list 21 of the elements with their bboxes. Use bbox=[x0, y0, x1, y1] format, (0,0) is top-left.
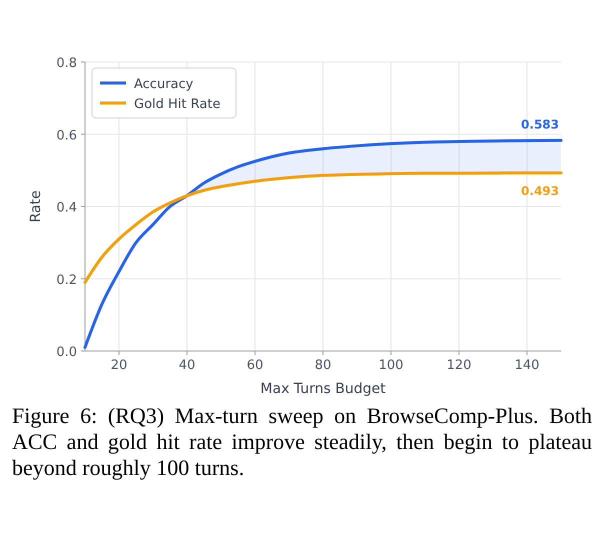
data-label: 0.493 bbox=[521, 184, 559, 198]
y-tick-label: 0.0 bbox=[56, 345, 77, 360]
x-tick-label: 20 bbox=[110, 358, 128, 373]
y-tick-label: 0.4 bbox=[56, 200, 77, 216]
x-tick-label: 60 bbox=[246, 358, 264, 373]
legend-label: Gold Hit Rate bbox=[134, 97, 220, 112]
line-series bbox=[84, 138, 562, 349]
legend-label: Accuracy bbox=[134, 77, 194, 92]
data-label: 0.583 bbox=[521, 117, 559, 132]
x-tick-label: 140 bbox=[514, 358, 540, 373]
x-tick-label: 40 bbox=[178, 358, 196, 373]
x-tick-label: 80 bbox=[314, 358, 332, 373]
caption: Figure 6: (RQ3) Max-turn sweep on BrowseComp-Plus. Both ACC and gold hit rate improve steadily, then begin to plateau beyond roughly 100 turns. bbox=[12, 403, 592, 481]
x-tick-label: 100 bbox=[378, 358, 404, 373]
y-tick-label: 0.6 bbox=[56, 128, 77, 144]
x-axis-title: Max Turns Budget bbox=[260, 381, 386, 397]
y-tick-label: 0.2 bbox=[56, 272, 77, 288]
x-tick-label: 120 bbox=[446, 358, 472, 373]
y-axis-title: Rate bbox=[28, 190, 44, 223]
line-series bbox=[84, 171, 562, 284]
y-tick-label: 0.8 bbox=[56, 56, 77, 71]
